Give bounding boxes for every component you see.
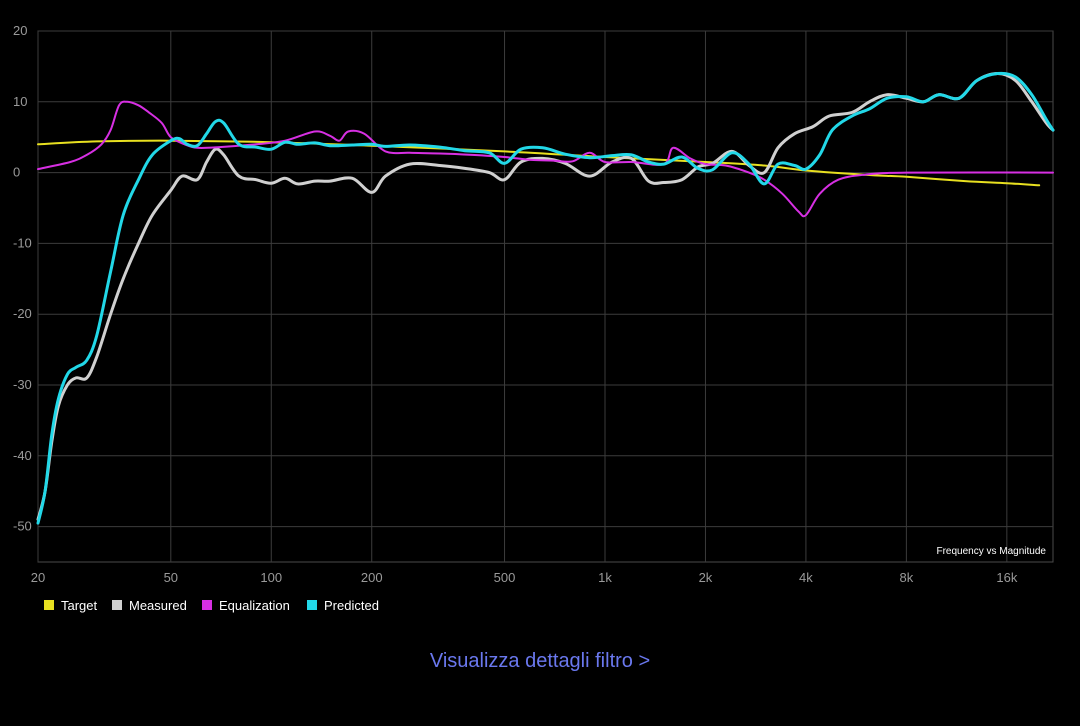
y-tick-label: 10 xyxy=(13,94,27,109)
x-tick-label: 50 xyxy=(164,570,178,585)
x-tick-label: 16k xyxy=(996,570,1017,585)
legend-swatch-target xyxy=(44,600,54,610)
legend: Target Measured Equalization Predicted xyxy=(44,598,379,613)
chart-annotation: Frequency vs Magnitude xyxy=(936,546,1046,557)
series-line-predicted xyxy=(36,71,1055,525)
x-tick-label: 1k xyxy=(598,570,612,585)
x-tick-label: 2k xyxy=(699,570,713,585)
y-tick-label: -20 xyxy=(13,306,32,321)
x-tick-label: 100 xyxy=(260,570,282,585)
y-tick-label: -40 xyxy=(13,448,32,463)
legend-label-predicted: Predicted xyxy=(324,598,379,613)
y-tick-label: -10 xyxy=(13,235,32,250)
legend-swatch-equalization xyxy=(202,600,212,610)
x-tick-label: 200 xyxy=(361,570,383,585)
chart: 20 10 0 -10 -20 -30 -40 -50 20 50 100 200 500 1k 2k 4k 8… xyxy=(13,23,1055,613)
x-tick-label: 500 xyxy=(494,570,516,585)
legend-label-target: Target xyxy=(61,598,98,613)
series-lines xyxy=(36,71,1055,525)
legend-swatch-measured xyxy=(112,600,122,610)
x-tick-label: 8k xyxy=(900,570,914,585)
legend-swatch-predicted xyxy=(307,600,317,610)
y-tick-label: -50 xyxy=(13,519,32,534)
series-line-equalization xyxy=(37,100,1054,218)
x-tick-label: 4k xyxy=(799,570,813,585)
series-line-measured xyxy=(36,72,1055,521)
x-tick-label: 20 xyxy=(31,570,45,585)
legend-label-equalization: Equalization xyxy=(219,598,290,613)
y-tick-label: 20 xyxy=(13,23,27,38)
plot-frame xyxy=(37,30,1054,563)
grid xyxy=(37,30,1054,563)
y-tick-label: 0 xyxy=(13,165,20,180)
view-filter-details-link[interactable]: Visualizza dettagli filtro > xyxy=(429,650,651,672)
legend-label-measured: Measured xyxy=(129,598,187,613)
y-tick-label: -30 xyxy=(13,377,32,392)
